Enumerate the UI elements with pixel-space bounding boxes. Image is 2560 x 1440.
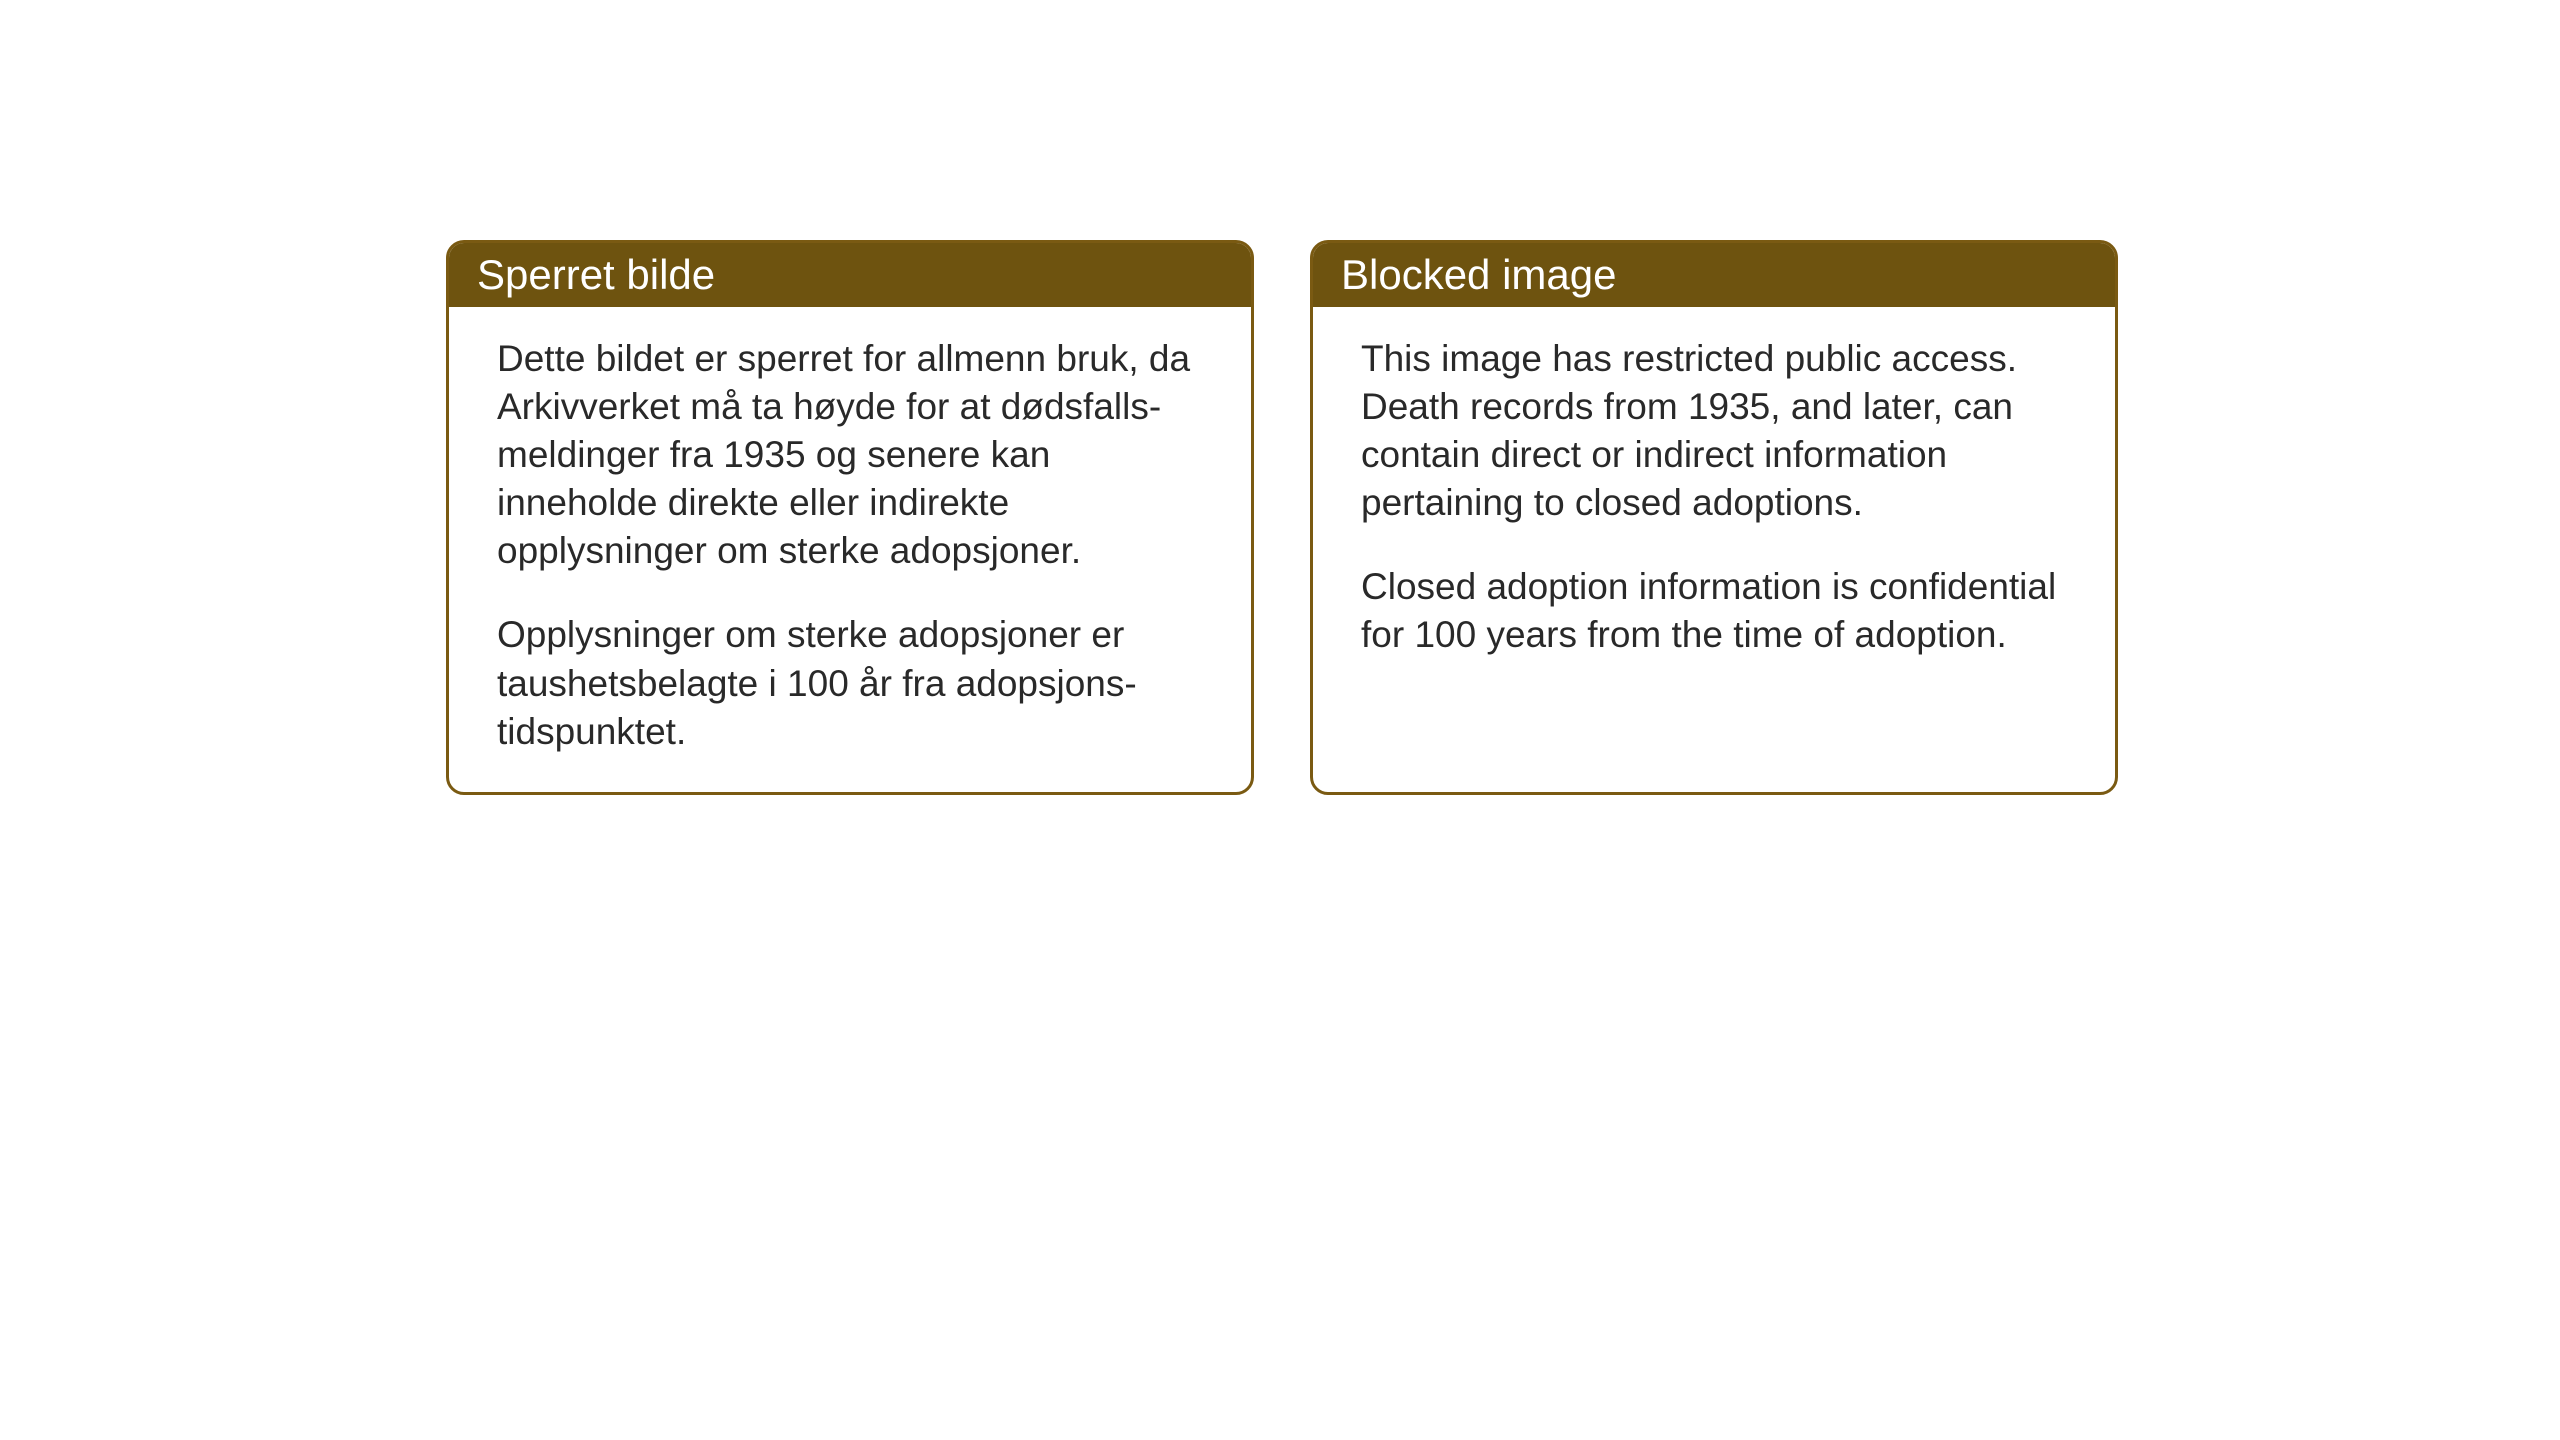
notice-paragraph: Dette bildet er sperret for allmenn bruk… <box>497 335 1203 575</box>
notice-card-norwegian: Sperret bilde Dette bildet er sperret fo… <box>446 240 1254 795</box>
notice-paragraph: Opplysninger om sterke adopsjoner er tau… <box>497 611 1203 755</box>
notice-body-english: This image has restricted public access.… <box>1313 307 2115 696</box>
notice-paragraph: Closed adoption information is confident… <box>1361 563 2067 659</box>
notice-title: Sperret bilde <box>477 251 715 298</box>
notice-container: Sperret bilde Dette bildet er sperret fo… <box>446 240 2118 795</box>
notice-card-english: Blocked image This image has restricted … <box>1310 240 2118 795</box>
notice-header-english: Blocked image <box>1313 243 2115 307</box>
notice-title: Blocked image <box>1341 251 1616 298</box>
notice-paragraph: This image has restricted public access.… <box>1361 335 2067 527</box>
notice-body-norwegian: Dette bildet er sperret for allmenn bruk… <box>449 307 1251 792</box>
notice-header-norwegian: Sperret bilde <box>449 243 1251 307</box>
